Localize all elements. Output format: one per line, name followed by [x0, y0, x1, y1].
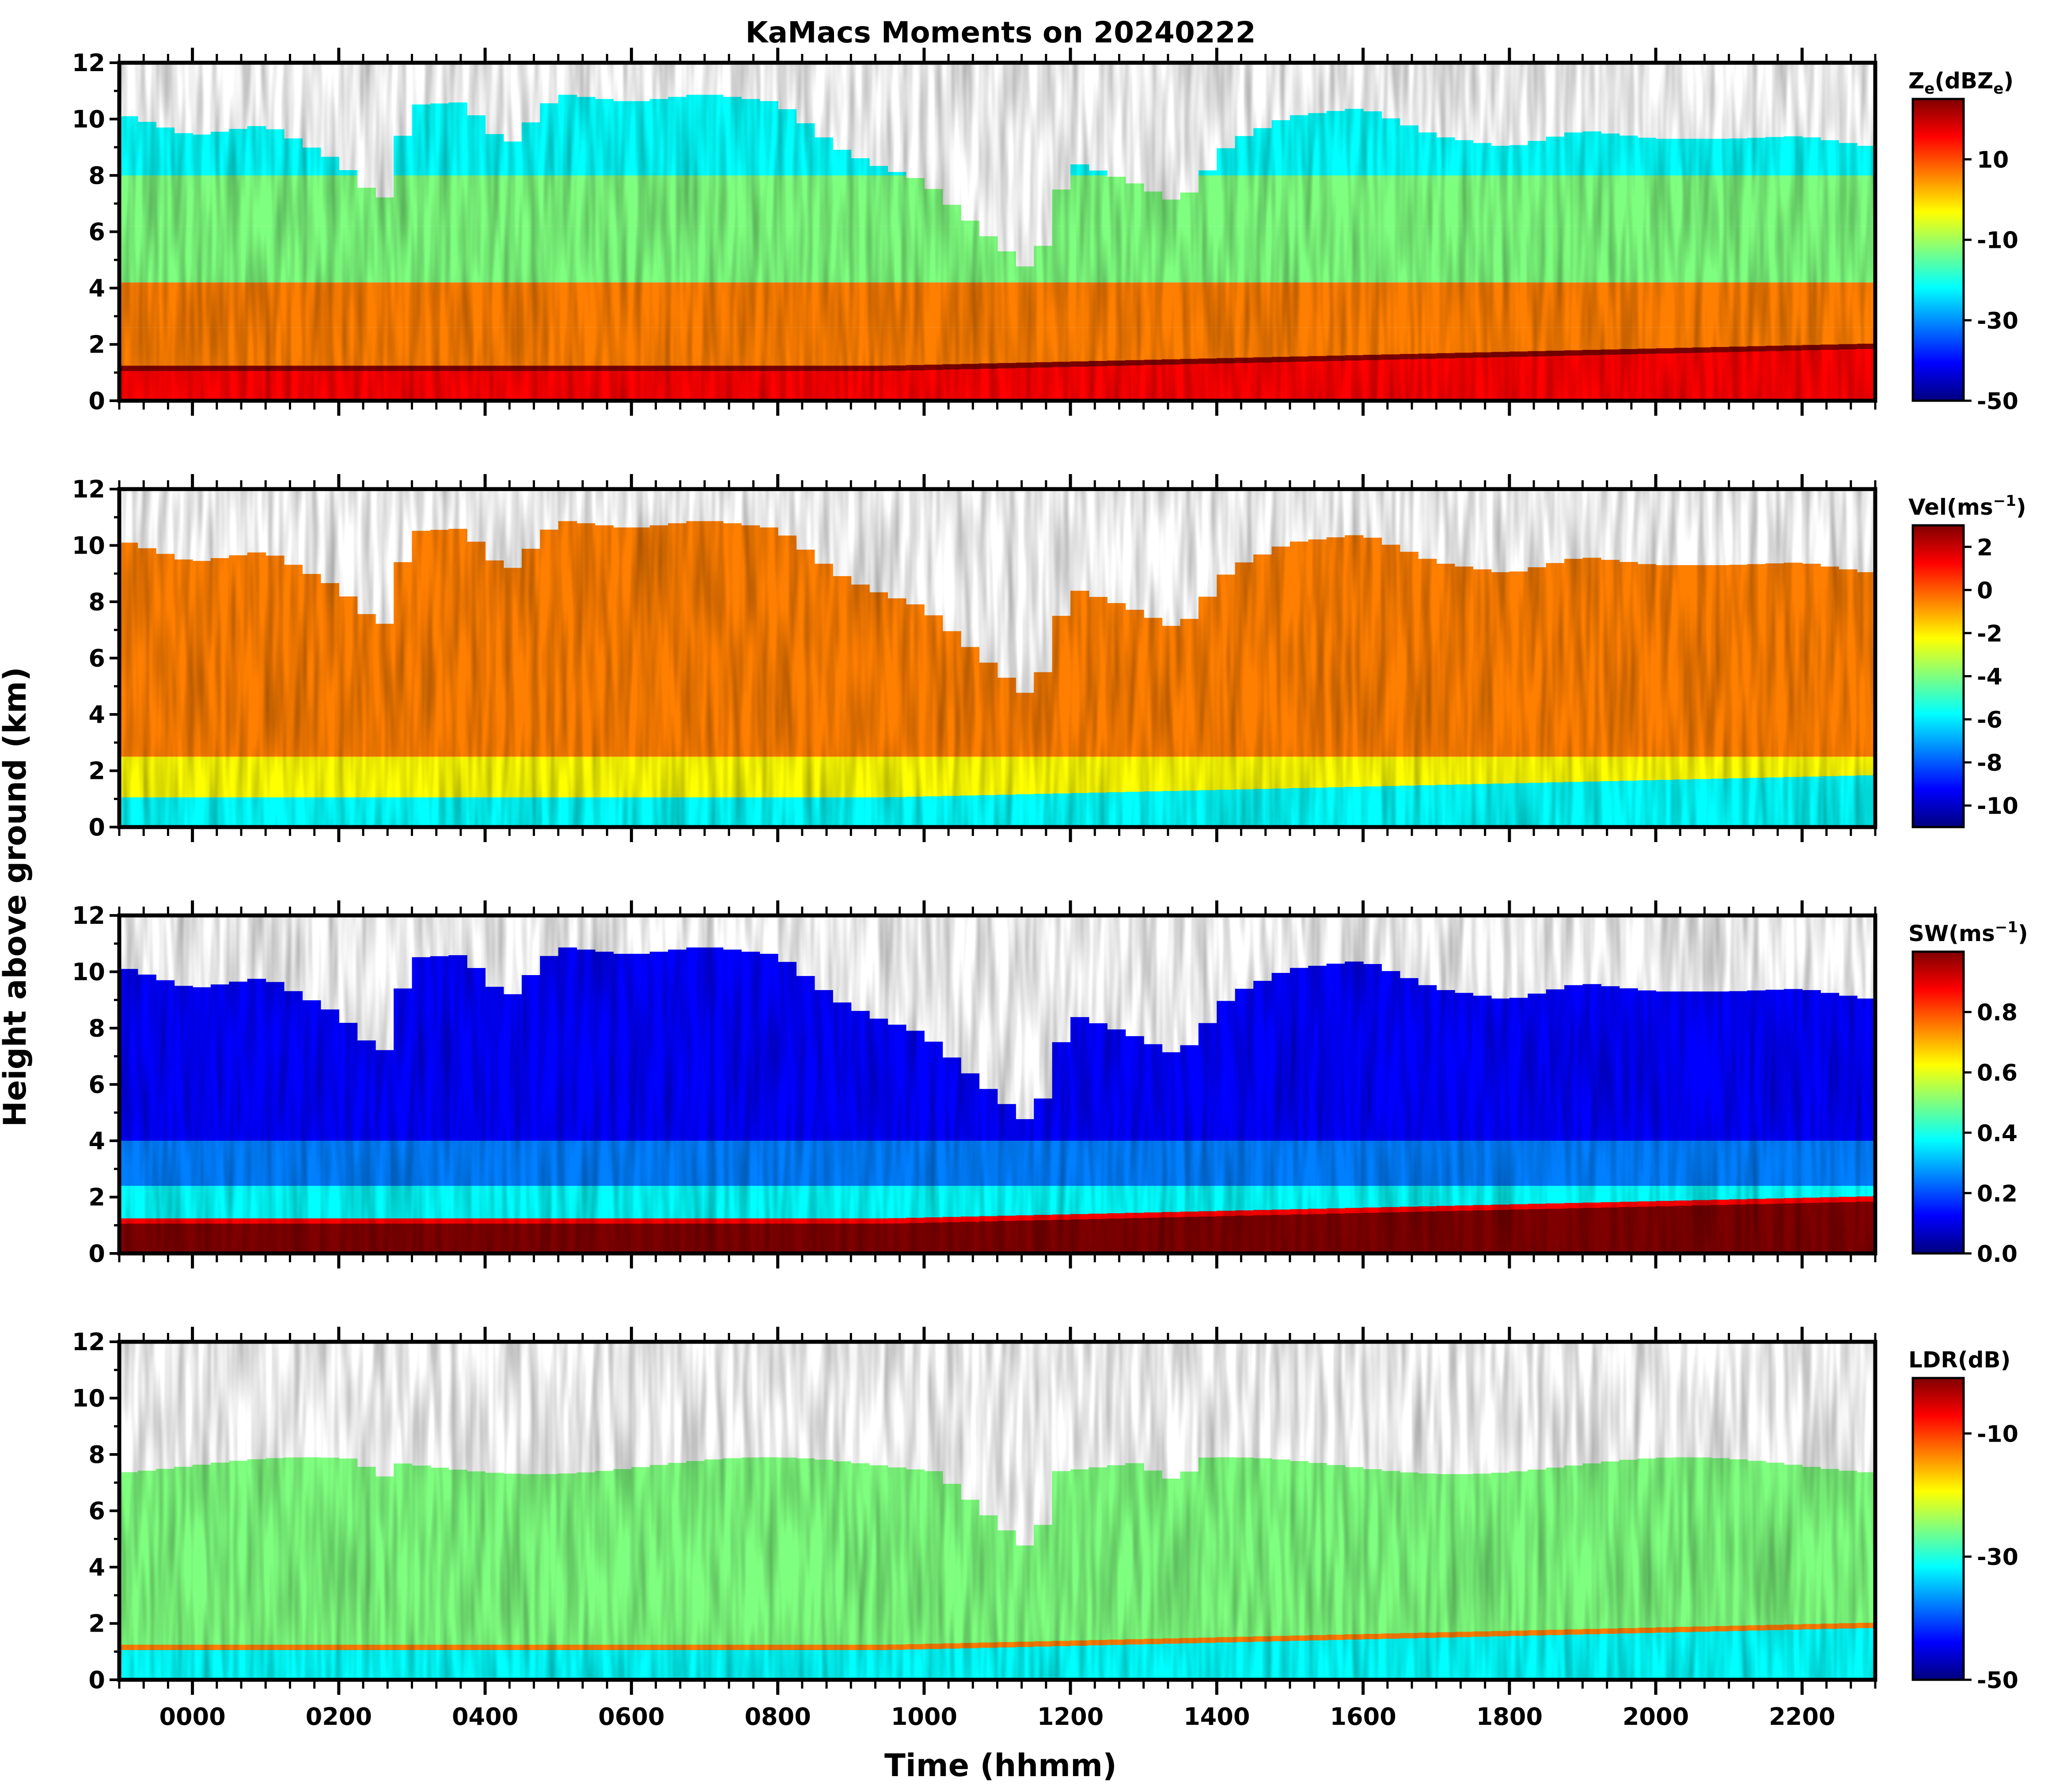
x-tick-label: 0200 [306, 1703, 372, 1731]
colorbar-tick-label: 0.4 [1977, 1120, 2017, 1147]
spectrum-width-texture [119, 915, 1875, 1253]
y-tick-label: 2 [88, 1610, 105, 1638]
reflectivity-colorbar-label: Ze(dBZe) [1908, 68, 2014, 98]
y-tick-label: 10 [72, 106, 105, 133]
x-tick-label: 2200 [1769, 1703, 1835, 1731]
y-tick-label: 4 [88, 701, 105, 729]
ldr-field [119, 1342, 1875, 1680]
colorbar-tick-label: -30 [1977, 308, 2018, 334]
colorbar-tick-label: 10 [1977, 147, 2009, 174]
reflectivity-texture [119, 63, 1875, 401]
x-axis-label: Time (hhmm) [884, 1747, 1117, 1784]
spectrum-width-field [119, 915, 1875, 1253]
y-tick-label: 12 [72, 902, 105, 930]
colorbar-tick-label: -10 [1977, 1421, 2018, 1447]
figure-title: KaMacs Moments on 20240222 [745, 15, 1255, 49]
y-tick-label: 4 [88, 274, 105, 302]
colorbar-tick-label: -50 [1977, 388, 2018, 415]
colorbar-tick-label: 0.8 [1977, 1000, 2017, 1026]
colorbar-tick-label: -30 [1977, 1544, 2018, 1571]
spectrum-width-colorbar [1913, 952, 1964, 1253]
y-tick-label: 0 [88, 813, 105, 841]
panels: 0 2 4 6 8 10 12 10 -10 -30 -50 Ze(dBZe) 0 2 4 6 8 10 12 2 0 -… [72, 48, 2028, 1731]
colorbar-tick-label: 0.2 [1977, 1181, 2017, 1207]
y-tick-label: 8 [88, 1014, 105, 1042]
y-tick-label: 10 [72, 532, 105, 560]
y-tick-label: 2 [88, 757, 105, 785]
y-tick-label: 6 [88, 1071, 105, 1099]
x-tick-label: 1600 [1330, 1703, 1396, 1731]
y-tick-label: 12 [72, 475, 105, 503]
panel-reflectivity: 0 2 4 6 8 10 12 10 -10 -30 -50 Ze(dBZe) [72, 48, 2018, 416]
y-tick-label: 6 [88, 645, 105, 672]
x-tick-label: 0800 [744, 1703, 811, 1731]
y-tick-label: 4 [88, 1553, 105, 1581]
x-tick-label: 2000 [1623, 1703, 1689, 1731]
spectrum-width-colorbar-frame [1911, 950, 1965, 1255]
colorbar-tick-label: -2 [1977, 621, 2002, 647]
x-tick-label: 1000 [891, 1703, 957, 1731]
colorbar-tick-label: -4 [1977, 664, 2002, 691]
colorbar-tick-label: 0.6 [1977, 1060, 2017, 1086]
x-tick-label: 0400 [452, 1703, 518, 1731]
spectrum-width-colorbar-label: SW(ms−1) [1908, 919, 2028, 946]
velocity-field [119, 489, 1875, 827]
velocity-colorbar [1913, 525, 1964, 827]
colorbar-tick-label: -50 [1977, 1667, 2018, 1694]
x-tick-label: 0600 [598, 1703, 664, 1731]
y-axis-label: Height above ground (km) [0, 667, 33, 1127]
y-tick-label: 8 [88, 162, 105, 190]
colorbar-tick-label: -8 [1977, 750, 2002, 777]
reflectivity-colorbar-frame [1911, 98, 1965, 402]
y-tick-label: 8 [88, 1441, 105, 1469]
x-tick-label: 1400 [1183, 1703, 1250, 1731]
panel-ldr: 0 2 4 6 8 10 12 0000 0200 0400 0600 0800 1000 1200 140… [72, 1327, 2018, 1731]
y-tick-label: 2 [88, 1184, 105, 1211]
colorbar-tick-label: 0.0 [1977, 1241, 2017, 1268]
y-tick-label: 10 [72, 1385, 105, 1412]
x-tick-label: 1200 [1037, 1703, 1104, 1731]
colorbar-tick-label: 0 [1977, 577, 1993, 604]
colorbar-tick-label: 2 [1977, 535, 1993, 561]
colorbar-tick-label: -10 [1977, 793, 2018, 820]
velocity-texture [119, 489, 1875, 827]
reflectivity-colorbar [1913, 99, 1964, 401]
colorbar-tick-label: -6 [1977, 707, 2002, 733]
y-tick-label: 0 [88, 1240, 105, 1268]
y-tick-label: 10 [72, 958, 105, 986]
ldr-texture [119, 1342, 1875, 1680]
y-tick-label: 6 [88, 218, 105, 246]
velocity-colorbar-label: Vel(ms−1) [1908, 492, 2026, 520]
ldr-colorbar-frame [1911, 1377, 1965, 1681]
y-tick-label: 0 [88, 387, 105, 415]
ldr-colorbar-label: LDR(dB) [1908, 1347, 2010, 1373]
y-tick-label: 12 [72, 49, 105, 77]
x-tick-label: 0000 [159, 1703, 225, 1731]
y-tick-label: 4 [88, 1127, 105, 1155]
y-tick-label: 0 [88, 1666, 105, 1694]
colorbar-tick-label: -10 [1977, 228, 2018, 254]
y-tick-label: 8 [88, 588, 105, 616]
y-tick-label: 12 [72, 1328, 105, 1356]
panel-spectrum-width: 0 2 4 6 8 10 12 0.8 0.6 0.4 0.2 0.0 SW(ms−1) [72, 900, 2028, 1268]
panel-velocity: 0 2 4 6 8 10 12 2 0 -2 -4 -6 -8 -10 Vel(ms−1) [72, 474, 2026, 842]
ldr-colorbar [1913, 1378, 1964, 1680]
x-tick-label: 1800 [1476, 1703, 1543, 1731]
reflectivity-field [119, 63, 1875, 401]
y-tick-label: 6 [88, 1497, 105, 1525]
y-tick-label: 2 [88, 331, 105, 359]
